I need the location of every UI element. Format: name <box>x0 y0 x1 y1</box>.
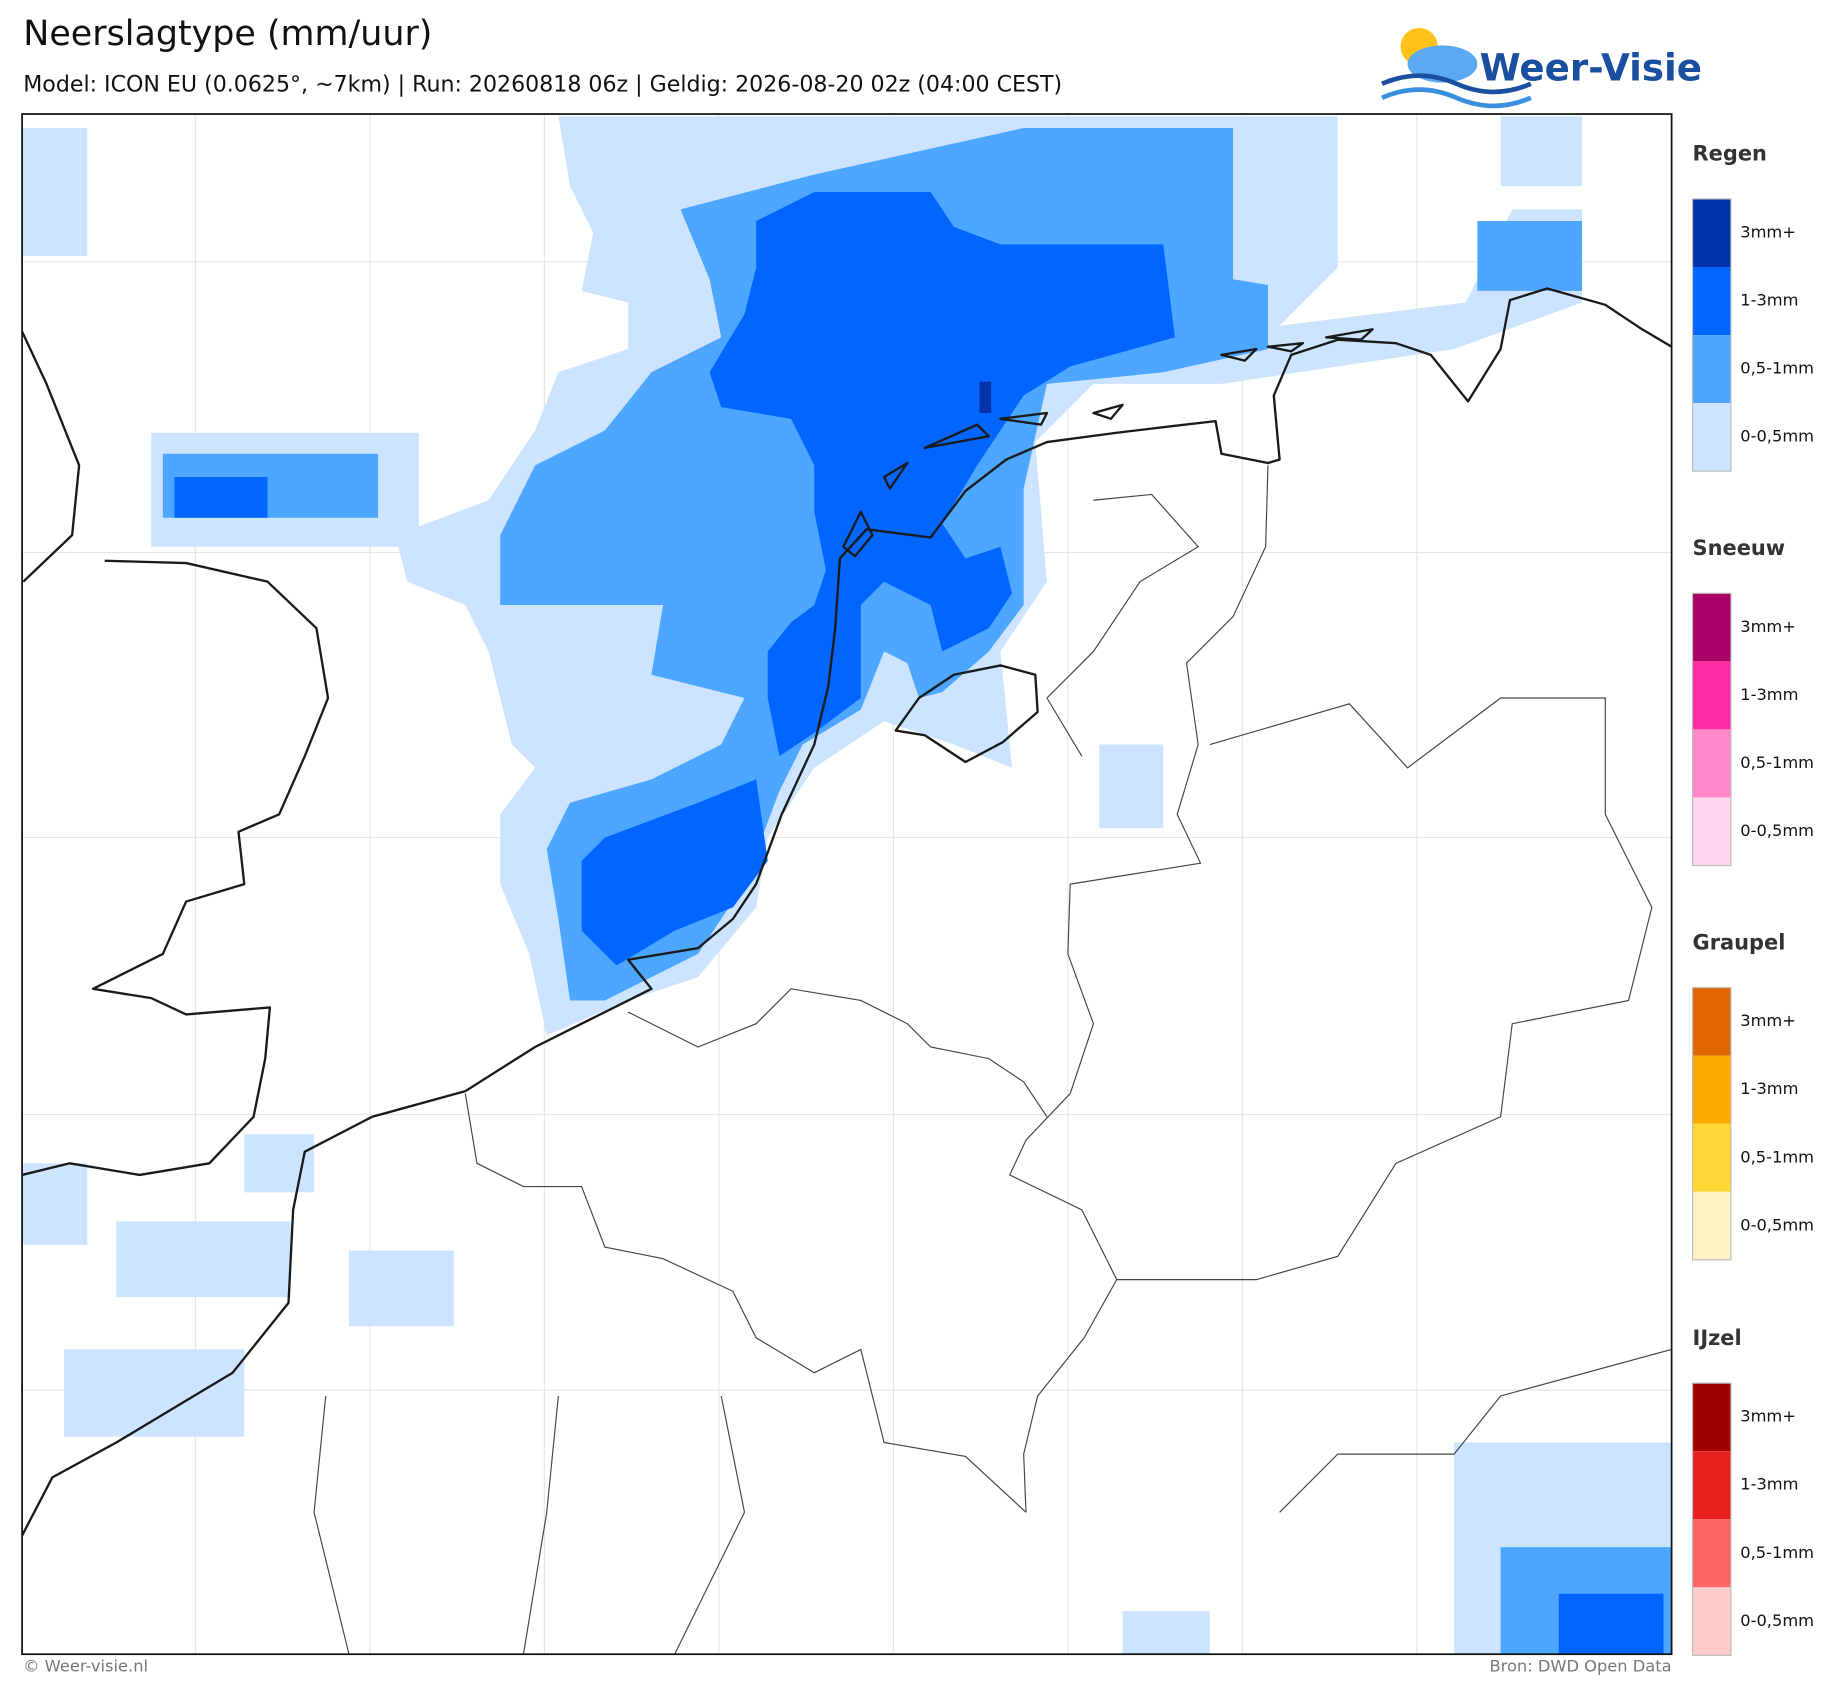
legend-label: 0,5-1mm <box>1740 1147 1814 1166</box>
legend-swatch <box>1692 1123 1731 1192</box>
legend-swatch-frame <box>1691 987 1732 1261</box>
legend-swatch <box>1692 661 1731 730</box>
legend-swatch <box>1692 1383 1731 1452</box>
legend: Regen 3mm+ 1-3mm 0,5-1mm 0-0,5mm Sneeuw 3mm+ 1-… <box>1691 142 1814 1656</box>
coastline-ijsselmeer <box>894 664 1039 764</box>
logo-cloud <box>1407 45 1478 83</box>
logo-wave <box>1381 73 1532 95</box>
rain-heavy <box>174 191 1664 1655</box>
legend-swatch-frame <box>1691 1382 1732 1656</box>
legend-swatch <box>1692 1451 1731 1520</box>
legend-label: 1-3mm <box>1740 291 1798 310</box>
legend-group-title: Graupel <box>1693 930 1786 954</box>
legend-swatch <box>1692 403 1731 472</box>
subtitle: Model: ICON EU (0.0625°, ~7km) | Run: 20… <box>23 71 1062 97</box>
legend-swatch <box>1692 267 1731 336</box>
title: Neerslagtype (mm/uur) <box>23 14 432 54</box>
map <box>21 113 1673 1656</box>
legend-label: 3mm+ <box>1740 617 1796 636</box>
legend-swatch <box>1692 593 1731 662</box>
coastline-continent <box>21 287 1673 1537</box>
legend-swatch-frame <box>1691 592 1732 867</box>
legend-label: 0,5-1mm <box>1740 359 1814 378</box>
legend-swatch <box>1692 797 1731 866</box>
legend-swatch <box>1692 335 1731 404</box>
rain-medium <box>162 128 1672 1655</box>
legend-label: 1-3mm <box>1740 685 1798 704</box>
islands <box>842 328 1374 558</box>
map-frame <box>21 113 1673 1656</box>
legend-label: 3mm+ <box>1740 1011 1796 1030</box>
legend-swatch <box>1692 198 1731 268</box>
legend-swatch <box>1692 1055 1731 1124</box>
legend-label: 0-0,5mm <box>1740 1611 1814 1630</box>
legend-group-title: Sneeuw <box>1693 536 1786 560</box>
footer-right: Bron: DWD Open Data <box>1489 1657 1671 1676</box>
logo-wave <box>1381 87 1532 109</box>
logo: Weer-Visie <box>1381 27 1702 109</box>
legend-group-title: Regen <box>1693 142 1767 166</box>
legend-swatch <box>1692 1587 1731 1656</box>
legend-swatch <box>1692 987 1731 1056</box>
logo-text: Weer-Visie <box>1480 45 1702 89</box>
legend-label: 1-3mm <box>1740 1079 1798 1098</box>
footer-left: © Weer-visie.nl <box>23 1657 148 1676</box>
legend-swatch <box>1692 1191 1731 1260</box>
legend-swatch <box>1692 729 1731 798</box>
legend-label: 0-0,5mm <box>1740 427 1814 446</box>
legend-group-title: IJzel <box>1693 1326 1742 1350</box>
coastline-england <box>21 331 330 1177</box>
legend-label: 0,5-1mm <box>1740 1543 1814 1562</box>
legend-swatch-frame <box>1691 198 1732 472</box>
rain-very-heavy <box>979 381 992 413</box>
coastlines <box>21 287 1673 1537</box>
legend-label: 0,5-1mm <box>1740 753 1814 772</box>
rain-light <box>22 116 1672 1655</box>
legend-swatch <box>1692 1519 1731 1588</box>
legend-label: 1-3mm <box>1740 1475 1798 1494</box>
legend-label: 3mm+ <box>1740 222 1796 241</box>
legend-label: 0-0,5mm <box>1740 821 1814 840</box>
borders <box>313 465 1672 1655</box>
legend-label: 0-0,5mm <box>1740 1215 1814 1234</box>
legend-label: 3mm+ <box>1740 1407 1796 1426</box>
